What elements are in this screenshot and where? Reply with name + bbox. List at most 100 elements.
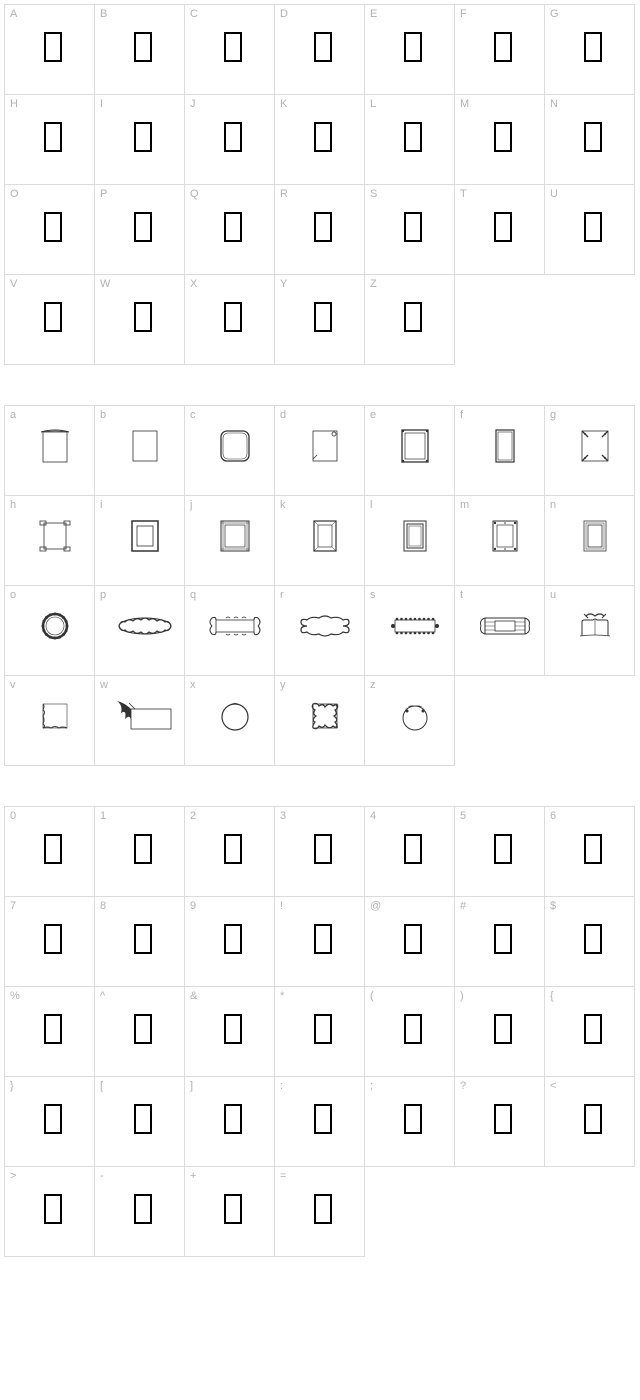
glyph-cell[interactable]: v xyxy=(5,676,95,766)
glyph-cell[interactable]: f xyxy=(455,406,545,496)
glyph-cell[interactable]: c xyxy=(185,406,275,496)
glyph-cell[interactable]: # xyxy=(455,897,545,987)
glyph-cell[interactable]: Z xyxy=(365,275,455,365)
tofu-glyph-icon xyxy=(224,1194,242,1224)
glyph-cell[interactable]: b xyxy=(95,406,185,496)
glyph-cell[interactable]: u xyxy=(545,586,635,676)
glyph-row: HIJKLMN xyxy=(4,95,635,185)
glyph-cell[interactable]: 6 xyxy=(545,807,635,897)
tofu-glyph-icon xyxy=(134,1194,152,1224)
glyph-cell[interactable]: @ xyxy=(365,897,455,987)
glyph-cell[interactable]: w xyxy=(95,676,185,766)
glyph-cell[interactable]: * xyxy=(275,987,365,1077)
tofu-icon xyxy=(565,1087,625,1147)
glyph-cell[interactable]: d xyxy=(275,406,365,496)
glyph-cell[interactable]: U xyxy=(545,185,635,275)
glyph-cell[interactable]: 3 xyxy=(275,807,365,897)
glyph-cell[interactable]: } xyxy=(5,1077,95,1167)
glyph-cell[interactable]: C xyxy=(185,5,275,95)
glyph-cell[interactable]: r xyxy=(275,586,365,676)
glyph-cell[interactable]: P xyxy=(95,185,185,275)
glyph-cell[interactable]: X xyxy=(185,275,275,365)
glyph-cell[interactable]: V xyxy=(5,275,95,365)
glyph-cell[interactable]: m xyxy=(455,496,545,586)
glyph-cell[interactable]: F xyxy=(455,5,545,95)
glyph-cell[interactable]: R xyxy=(275,185,365,275)
glyph-cell[interactable]: j xyxy=(185,496,275,586)
glyph-cell[interactable]: k xyxy=(275,496,365,586)
tofu-glyph-icon xyxy=(44,1194,62,1224)
glyph-cell[interactable]: : xyxy=(275,1077,365,1167)
glyph-cell[interactable]: q xyxy=(185,586,275,676)
glyph-cell[interactable]: x xyxy=(185,676,275,766)
glyph-cell[interactable]: 1 xyxy=(95,807,185,897)
tofu-glyph-icon xyxy=(134,924,152,954)
glyph-cell[interactable]: Q xyxy=(185,185,275,275)
glyph-cell[interactable]: - xyxy=(95,1167,185,1257)
glyph-cell[interactable]: e xyxy=(365,406,455,496)
glyph-cell[interactable]: ^ xyxy=(95,987,185,1077)
glyph-cell[interactable]: M xyxy=(455,95,545,185)
glyph-cell[interactable]: ] xyxy=(185,1077,275,1167)
glyph-cell[interactable]: { xyxy=(545,987,635,1077)
glyph-cell[interactable]: O xyxy=(5,185,95,275)
glyph-cell[interactable]: N xyxy=(545,95,635,185)
glyph-cell[interactable]: y xyxy=(275,676,365,766)
glyph-cell[interactable]: A xyxy=(5,5,95,95)
glyph-cell[interactable]: z xyxy=(365,676,455,766)
glyph-cell[interactable]: L xyxy=(365,95,455,185)
glyph-cell[interactable]: ? xyxy=(455,1077,545,1167)
tofu-glyph-icon xyxy=(44,302,62,332)
glyph-cell[interactable]: g xyxy=(545,406,635,496)
glyph-cell[interactable]: 0 xyxy=(5,807,95,897)
glyph-cell[interactable]: S xyxy=(365,185,455,275)
glyph-cell[interactable]: [ xyxy=(95,1077,185,1167)
glyph-cell[interactable]: s xyxy=(365,586,455,676)
tofu-glyph-icon xyxy=(584,212,602,242)
glyph-cell[interactable]: Y xyxy=(275,275,365,365)
glyph-cell[interactable]: D xyxy=(275,5,365,95)
glyph-cell[interactable]: + xyxy=(185,1167,275,1257)
glyph-cell[interactable]: G xyxy=(545,5,635,95)
glyph-cell[interactable]: 7 xyxy=(5,897,95,987)
glyph-cell[interactable]: n xyxy=(545,496,635,586)
glyph-cell[interactable]: o xyxy=(5,586,95,676)
glyph-cell[interactable]: a xyxy=(5,406,95,496)
tofu-glyph-icon xyxy=(404,834,422,864)
tofu-glyph-icon xyxy=(584,122,602,152)
glyph-cell[interactable]: 4 xyxy=(365,807,455,897)
glyph-cell[interactable]: 5 xyxy=(455,807,545,897)
tofu-glyph-icon xyxy=(134,32,152,62)
cell-label: D xyxy=(280,8,288,20)
tofu-glyph-icon xyxy=(134,302,152,332)
glyph-cell[interactable]: = xyxy=(275,1167,365,1257)
section-lowercase: abcdefg hijklmn opqrstu vwxyz xyxy=(4,405,636,766)
glyph-cell[interactable]: J xyxy=(185,95,275,185)
glyph-cell[interactable]: p xyxy=(95,586,185,676)
glyph-cell[interactable]: ( xyxy=(365,987,455,1077)
glyph-cell[interactable]: % xyxy=(5,987,95,1077)
glyph-cell[interactable]: h xyxy=(5,496,95,586)
glyph-cell[interactable]: 8 xyxy=(95,897,185,987)
glyph-cell[interactable]: K xyxy=(275,95,365,185)
glyph-cell[interactable]: ! xyxy=(275,897,365,987)
glyph-cell[interactable]: > xyxy=(5,1167,95,1257)
glyph-cell[interactable]: ; xyxy=(365,1077,455,1167)
glyph-cell[interactable]: T xyxy=(455,185,545,275)
tofu-icon xyxy=(115,1177,175,1237)
glyph-cell[interactable]: $ xyxy=(545,897,635,987)
frame-d-icon xyxy=(295,416,355,476)
glyph-cell[interactable]: 2 xyxy=(185,807,275,897)
glyph-cell[interactable]: W xyxy=(95,275,185,365)
glyph-cell[interactable]: H xyxy=(5,95,95,185)
glyph-cell[interactable]: < xyxy=(545,1077,635,1167)
glyph-cell[interactable]: ) xyxy=(455,987,545,1077)
glyph-cell[interactable]: 9 xyxy=(185,897,275,987)
glyph-cell[interactable]: B xyxy=(95,5,185,95)
glyph-cell[interactable]: i xyxy=(95,496,185,586)
glyph-cell[interactable]: l xyxy=(365,496,455,586)
glyph-cell[interactable]: E xyxy=(365,5,455,95)
glyph-cell[interactable]: I xyxy=(95,95,185,185)
glyph-cell[interactable]: & xyxy=(185,987,275,1077)
glyph-cell[interactable]: t xyxy=(455,586,545,676)
